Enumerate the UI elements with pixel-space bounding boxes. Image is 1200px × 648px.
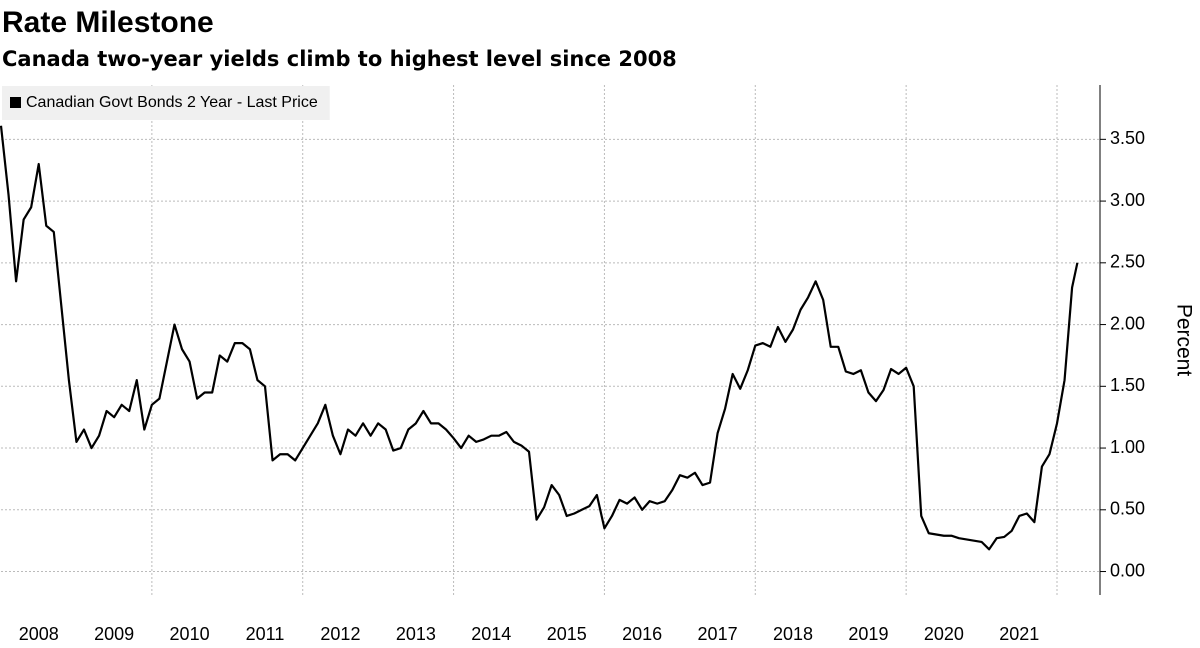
legend-swatch <box>10 97 21 108</box>
x-tick-label: 2008 <box>19 624 59 644</box>
x-tick-label: 2021 <box>999 624 1039 644</box>
chart-subtitle: Canada two-year yields climb to highest … <box>2 47 677 71</box>
y-tick-label: 0.00 <box>1110 560 1145 580</box>
y-tick-label: 3.50 <box>1110 128 1145 148</box>
x-tick-label: 2012 <box>320 624 360 644</box>
y-axis-label: Percent <box>1172 304 1195 377</box>
x-tick-label: 2010 <box>170 624 210 644</box>
x-tick-label: 2009 <box>94 624 134 644</box>
legend-box <box>2 86 330 120</box>
y-tick-label: 3.00 <box>1110 190 1145 210</box>
x-tick-label: 2018 <box>773 624 813 644</box>
x-tick-label: 2016 <box>622 624 662 644</box>
legend: Canadian Govt Bonds 2 Year - Last Price <box>2 86 330 120</box>
x-tick-label: 2019 <box>848 624 888 644</box>
x-tick-label: 2017 <box>698 624 738 644</box>
y-tick-label: 2.00 <box>1110 313 1145 333</box>
chart-title: Rate Milestone <box>2 6 214 39</box>
y-tick-label: 2.50 <box>1110 252 1145 272</box>
y-tick-label: 1.50 <box>1110 375 1145 395</box>
x-tick-label: 2013 <box>396 624 436 644</box>
x-tick-label: 2020 <box>924 624 964 644</box>
legend-label: Canadian Govt Bonds 2 Year - Last Price <box>26 94 318 111</box>
x-tick-label: 2011 <box>246 624 285 644</box>
series-line <box>0 125 1079 551</box>
x-tick-label: 2014 <box>471 624 511 644</box>
y-tick-label: 1.00 <box>1110 437 1145 457</box>
y-tick-label: 0.50 <box>1110 499 1145 519</box>
x-tick-label: 2015 <box>547 624 587 644</box>
